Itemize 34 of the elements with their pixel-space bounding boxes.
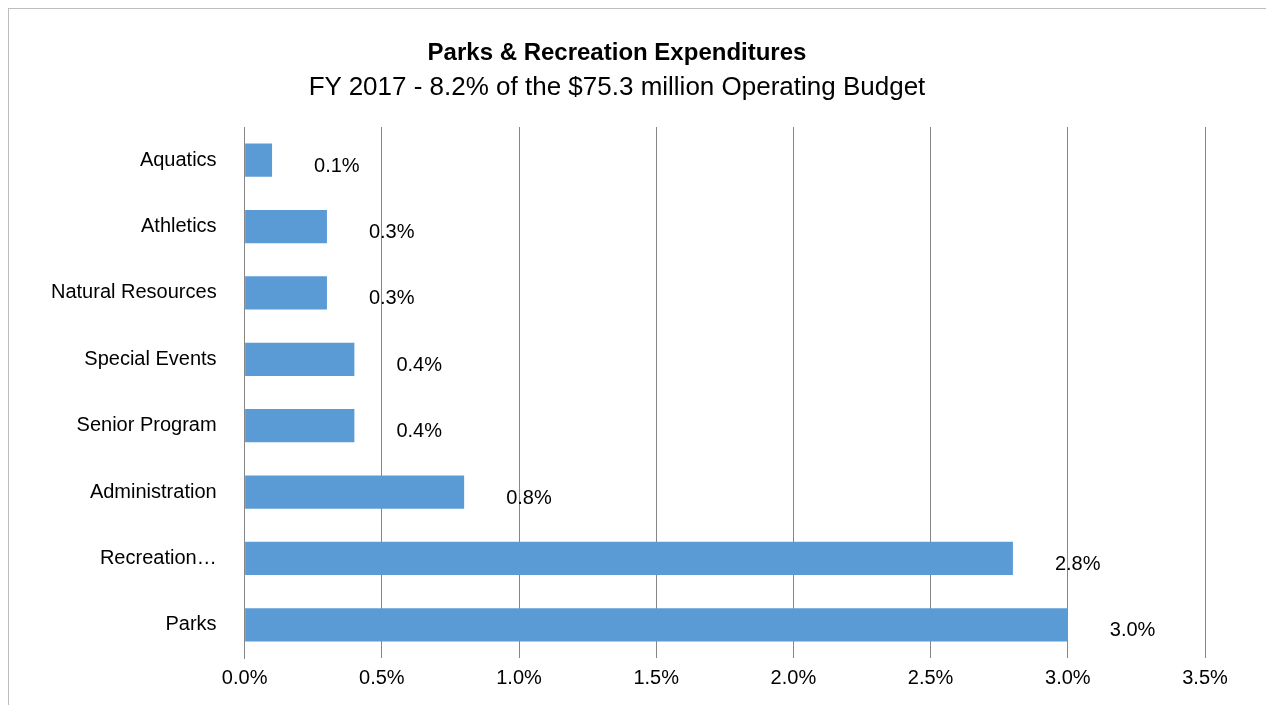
x-tick-label: 1.5% [633,665,680,688]
data-label: 3.0% [1109,618,1156,641]
y-tick-label: Administration [89,479,217,502]
bar [245,541,1013,576]
bar [245,143,273,177]
y-tick-label: Recreation… [99,545,217,568]
bar [245,409,355,443]
y-tick-label: Natural Resources [51,280,217,303]
bar [245,209,327,244]
x-tick-label: 0.5% [359,665,405,688]
x-tick-label: 3.5% [1182,665,1229,688]
x-tick-label: 2.0% [770,665,817,688]
chart-title: Parks & Recreation Expenditures [427,38,807,66]
data-label: 0.4% [396,352,443,375]
bar [245,608,1068,642]
bar [245,475,465,509]
data-label: 0.3% [368,220,415,243]
chart-subtitle: FY 2017 - 8.2% of the $75.3 million Operating Budget [308,70,927,101]
y-tick-label: Special Events [84,346,217,369]
data-label: 0.1% [314,153,360,176]
data-label: 2.8% [1054,551,1101,574]
x-tick-label: 3.0% [1045,665,1091,688]
x-tick-label: 1.0% [496,665,543,688]
y-tick-label: Athletics [141,214,217,237]
x-tick-label: 2.5% [907,665,954,688]
y-tick-label: Parks [165,612,217,635]
data-label: 0.4% [396,419,443,442]
y-tick-label: Aquatics [139,147,217,170]
bar [245,276,327,310]
data-label: 0.3% [368,286,415,309]
bar [245,342,355,376]
y-tick-label: Senior Program [76,413,217,436]
x-tick-label: 0.0% [221,665,268,688]
data-label: 0.8% [506,485,552,508]
